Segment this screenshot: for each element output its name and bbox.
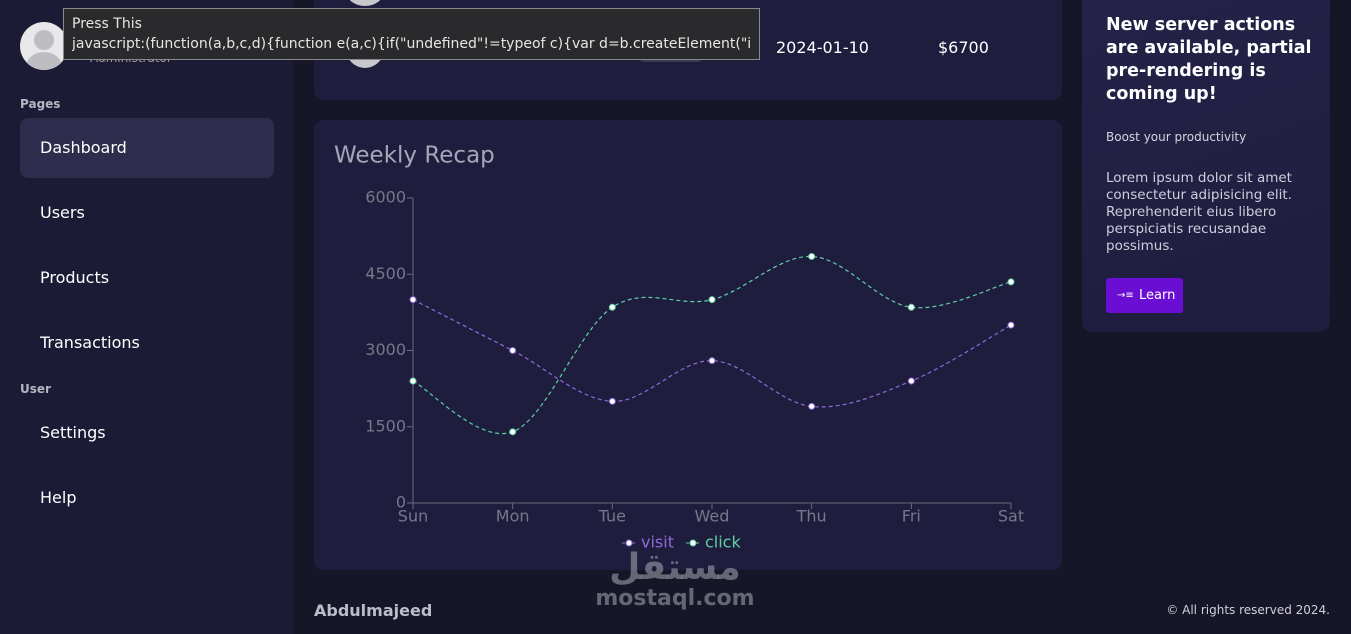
footer-author: Abdulmajeed: [314, 601, 433, 620]
y-tick-label: 0: [396, 493, 406, 512]
tooltip: Press This javascript:(function(a,b,c,d)…: [63, 8, 760, 60]
data-point: [907, 377, 915, 385]
nav-item[interactable]: Transactions: [40, 333, 140, 352]
legend-label: visit: [641, 533, 674, 552]
data-point: [808, 252, 816, 260]
promo-title: New server actions are available, partia…: [1106, 15, 1312, 104]
row-avatar: [346, 0, 384, 6]
button-icon: →≡: [1117, 290, 1134, 301]
nav-item[interactable]: Help: [40, 488, 77, 507]
data-point: [409, 377, 417, 385]
data-point: [708, 357, 716, 365]
data-point: [409, 296, 417, 304]
sidebar: Administrator Pages Dashboard Users Prod…: [0, 0, 293, 634]
amount-cell: $6700: [938, 38, 989, 57]
chart-title: Weekly Recap: [334, 143, 495, 169]
data-point: [608, 397, 616, 405]
y-tick-label: 3000: [365, 340, 406, 359]
x-tick-label: Tue: [598, 507, 626, 526]
legend-label: click: [705, 533, 741, 552]
tooltip-title: Press This: [72, 16, 142, 32]
avatar-body: [26, 52, 62, 70]
legend-marker: [625, 539, 633, 547]
data-point: [1007, 278, 1015, 286]
footer-copyright: © All rights reserved 2024.: [1166, 603, 1330, 617]
data-point: [808, 402, 816, 410]
x-tick-label: Fri: [902, 507, 921, 526]
data-point: [1007, 321, 1015, 329]
watermark-arabic: مستقل: [609, 547, 741, 588]
x-tick-label: Sat: [998, 507, 1024, 526]
watermark-latin: mostaql.com: [595, 586, 755, 611]
y-tick-label: 1500: [365, 416, 406, 435]
legend-marker: [689, 539, 697, 547]
promo-text: Lorem ipsum dolor sit amet consectetur a…: [1106, 170, 1292, 254]
data-point: [509, 347, 517, 354]
avatar: [20, 22, 68, 70]
x-tick-label: Sun: [398, 507, 428, 526]
promo-subtitle: Boost your productivity: [1106, 130, 1247, 144]
date-cell: 2024-01-10: [776, 38, 869, 57]
button-label: Learn: [1139, 288, 1176, 303]
section-label: User: [20, 382, 51, 396]
nav-item[interactable]: Dashboard: [20, 118, 274, 178]
data-point: [608, 303, 616, 311]
chart-card: Weekly Recap 0 1500 3000 4500 6000 Sun Mon Tue W…: [314, 120, 1062, 570]
watermark: مستقل mostaql.com: [594, 550, 756, 610]
data-point: [907, 303, 915, 311]
data-point: [509, 428, 517, 436]
nav-item[interactable]: Settings: [40, 423, 106, 442]
data-point: [708, 296, 716, 304]
section-label: Pages: [20, 97, 61, 111]
avatar-head: [34, 30, 54, 50]
learn-button[interactable]: →≡ Learn: [1106, 278, 1183, 313]
nav-item[interactable]: Products: [40, 268, 110, 287]
series-line: [412, 299, 1012, 408]
x-tick-label: Wed: [695, 507, 730, 526]
chart: Weekly Recap 0 1500 3000 4500 6000 Sun Mon Tue W…: [334, 143, 1024, 552]
x-tick-label: Mon: [496, 507, 530, 526]
promo-card: New server actions are available, partia…: [1082, 0, 1330, 332]
nav-item[interactable]: Users: [40, 203, 85, 222]
y-tick-label: 6000: [365, 188, 406, 207]
x-tick-label: Thu: [796, 507, 827, 526]
y-tick-label: 4500: [365, 264, 406, 283]
tooltip-text: javascript:(function(a,b,c,d){function e…: [72, 36, 751, 52]
